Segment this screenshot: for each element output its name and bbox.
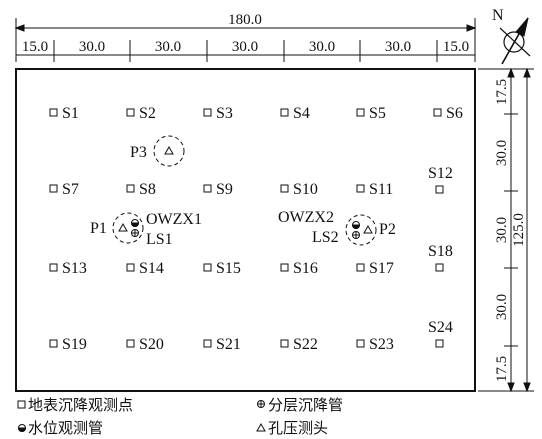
settlement-row-3: S13 S14 S15 S16 S17 S18 <box>49 243 453 277</box>
surface-point-marker <box>435 339 444 348</box>
surface-point-marker <box>435 263 444 272</box>
rseg-1: 30.0 <box>494 140 510 166</box>
surface-point-marker <box>49 339 58 348</box>
surface-point-marker <box>203 108 212 117</box>
settlement-row-1: S1 S2 S3 S4 S5 S6 <box>49 105 463 122</box>
point-label: S17 <box>369 260 394 277</box>
point-label: S2 <box>139 105 156 122</box>
well-label: P1 <box>90 220 107 237</box>
point-label: S3 <box>216 105 233 122</box>
right-dimension: 17.5 30.0 30.0 30.0 17.5 125.0 <box>478 67 534 393</box>
settlement-row-4: S19 S20 S21 S22 S23 S24 <box>49 319 453 353</box>
well-label: P3 <box>130 144 147 161</box>
surface-point-marker <box>433 108 442 117</box>
north-arrow-icon: N <box>492 7 531 65</box>
segment-3: 30.0 <box>232 39 258 55</box>
top-dimension: 180.0 15.0 30.0 30.0 30.0 30.0 30.0 15.0 <box>14 12 477 62</box>
legend-label: 水位观测管 <box>28 419 103 437</box>
point-label: S24 <box>428 319 453 336</box>
total-height-label: 125.0 <box>511 213 527 247</box>
well-label: LS1 <box>146 231 173 248</box>
surface-point-marker <box>280 339 289 348</box>
point-label: S12 <box>428 165 453 182</box>
point-label: S10 <box>293 181 318 198</box>
surface-point-marker <box>356 108 365 117</box>
point-label: S20 <box>139 336 164 353</box>
surface-point-marker <box>435 185 444 194</box>
surface-point-marker <box>126 184 135 193</box>
legend-piezometer-icon <box>256 422 266 432</box>
well-group-2: OWZX2 LS2 P2 <box>278 209 396 246</box>
well-label: OWZX2 <box>278 209 334 226</box>
point-label: S16 <box>293 260 318 277</box>
segment-6: 15.0 <box>443 39 469 55</box>
segment-1: 30.0 <box>79 39 105 55</box>
rseg-2: 30.0 <box>494 217 510 243</box>
point-label: S23 <box>369 336 394 353</box>
point-label: S13 <box>62 260 87 277</box>
point-label: S19 <box>62 336 87 353</box>
surface-point-marker <box>280 263 289 272</box>
legend-label: 地表沉降观测点 <box>28 396 133 414</box>
total-width-label: 180.0 <box>228 12 262 28</box>
point-label: S18 <box>428 243 453 260</box>
dashed-circle <box>153 135 185 167</box>
piezometer-marker <box>164 145 174 155</box>
segment-2: 30.0 <box>155 39 181 55</box>
segment-0: 15.0 <box>22 39 48 55</box>
surface-point-marker <box>203 184 212 193</box>
well-label: LS2 <box>312 229 339 246</box>
point-label: S15 <box>216 260 241 277</box>
rseg-3: 30.0 <box>494 294 510 320</box>
surface-point-marker <box>280 108 289 117</box>
surface-point-marker <box>126 339 135 348</box>
surface-point-marker <box>49 184 58 193</box>
surface-point-marker <box>356 184 365 193</box>
site-boundary <box>15 68 476 392</box>
piezometer-group-p3: P3 <box>130 135 185 167</box>
point-label: S22 <box>293 336 318 353</box>
legend-label: 分层沉降管 <box>268 396 343 414</box>
surface-point-marker <box>280 184 289 193</box>
surface-point-marker <box>126 108 135 117</box>
legend-label: 孔压测头 <box>268 419 328 437</box>
surface-point-marker <box>49 108 58 117</box>
settlement-row-2: S7 S8 S9 S10 S11 S12 <box>49 165 453 198</box>
dashed-circle <box>345 214 377 246</box>
segment-5: 30.0 <box>385 39 411 55</box>
segment-4: 30.0 <box>309 39 335 55</box>
surface-point-marker <box>203 339 212 348</box>
piezometer-marker <box>363 224 373 234</box>
point-label: S4 <box>293 105 310 122</box>
surface-point-marker <box>126 263 135 272</box>
dashed-circle <box>112 212 144 244</box>
point-label: S1 <box>62 105 79 122</box>
point-label: S7 <box>62 181 79 198</box>
rseg-0: 17.5 <box>494 79 510 105</box>
point-label: S21 <box>216 336 241 353</box>
top-segment-ticks <box>53 40 438 62</box>
surface-point-marker <box>356 263 365 272</box>
well-group-1: P1 OWZX1 LS1 <box>90 211 202 248</box>
point-label: S5 <box>369 105 386 122</box>
point-label: S14 <box>139 260 164 277</box>
piezometer-marker <box>118 222 128 232</box>
point-label: S6 <box>446 105 463 122</box>
surface-point-marker <box>356 339 365 348</box>
rseg-4: 17.5 <box>494 356 510 382</box>
surface-point-marker <box>203 263 212 272</box>
legend: 地表沉降观测点 分层沉降管 水位观测管 孔压测头 <box>17 396 343 437</box>
surface-point-marker <box>49 263 58 272</box>
point-label: S8 <box>139 181 156 198</box>
well-label: P2 <box>379 221 396 238</box>
point-label: S11 <box>369 181 393 198</box>
north-label: N <box>492 7 504 24</box>
point-label: S9 <box>216 181 233 198</box>
legend-square-icon <box>17 400 26 409</box>
well-label: OWZX1 <box>146 211 202 228</box>
